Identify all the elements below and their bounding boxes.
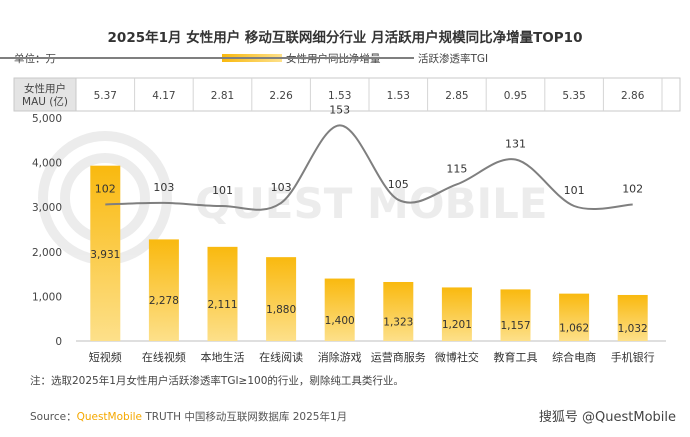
mau-row: 女性用户 MAU (亿) 5.37 4.17 2.81 2.26 1.53 1.53 2.8…	[13, 77, 681, 112]
x-tick-label: 综合电商	[552, 350, 596, 364]
x-tick-label: 手机银行	[611, 350, 655, 364]
tgi-series: 102 103 101 103 153 105 115 131 101 102	[95, 103, 643, 211]
bar	[559, 293, 590, 341]
bar	[500, 289, 531, 341]
mau-header-cell	[13, 77, 77, 112]
tgi-value-label: 131	[505, 138, 526, 151]
y-tick-label: 0	[55, 336, 62, 348]
bar-value-label: 2,111	[207, 299, 237, 311]
bar-value-label: 1,880	[266, 304, 296, 316]
source-line: Source：QuestMobile TRUTH 中国移动互联网数据库 2025…	[30, 410, 347, 423]
bar-value-label: 3,931	[90, 249, 120, 261]
tgi-value-label: 101	[564, 184, 585, 197]
bar	[90, 165, 121, 341]
x-tick-label: 消除游戏	[318, 350, 362, 364]
mau-header-line2: MAU (亿)	[22, 95, 68, 108]
mau-cell-value: 2.85	[445, 90, 468, 102]
x-axis: 短视频 在线视频 本地生活 在线阅读 消除游戏 运营商服务 微博社交 教育工具 综合电商 手机银行	[89, 350, 655, 364]
x-tick-label: 在线视频	[142, 350, 186, 364]
bar	[207, 246, 238, 341]
x-tick-label: 短视频	[89, 350, 122, 364]
tgi-value-label: 102	[622, 182, 643, 195]
y-tick-label: 1,000	[32, 291, 62, 303]
legend: 女性用户同比净增量 活跃渗透率TGI	[0, 52, 488, 65]
mau-header-line1: 女性用户	[24, 82, 66, 95]
source-prefix: Source：	[30, 411, 77, 423]
mau-cell-value: 4.17	[152, 90, 175, 102]
x-tick-label: 运营商服务	[371, 350, 426, 364]
bar	[383, 281, 414, 341]
bar-value-label: 1,323	[383, 316, 413, 328]
y-tick-label: 4,000	[32, 158, 62, 170]
tgi-value-label: 103	[271, 181, 292, 194]
bar	[441, 287, 472, 341]
x-tick-label: 教育工具	[494, 350, 538, 364]
corner-watermark: 搜狐号 @QuestMobile	[539, 410, 676, 425]
chart-title: 2025年1月 女性用户 移动互联网细分行业 月活跃用户规模同比净增量TOP10	[108, 29, 583, 46]
tgi-value-label: 115	[446, 162, 467, 175]
bars: 3,931 2,278 2,111 1,880 1,400 1,323 1,201 1,157…	[90, 165, 648, 341]
tgi-value-label: 105	[388, 178, 409, 191]
bar-value-label: 1,032	[618, 323, 648, 335]
mau-cell-value: 0.95	[504, 90, 527, 102]
tgi-value-label: 102	[95, 182, 116, 195]
bar	[324, 278, 355, 341]
mau-cell-value: 1.53	[328, 90, 351, 102]
y-tick-label: 5,000	[32, 113, 62, 125]
bar-value-label: 2,278	[149, 295, 179, 307]
mau-cell-value: 5.37	[94, 90, 117, 102]
bar-value-label: 1,062	[559, 322, 589, 334]
source-rest: TRUTH 中国移动互联网数据库 2025年1月	[142, 410, 347, 423]
mau-cell-value: 1.53	[387, 90, 410, 102]
mau-cell-value: 2.26	[269, 90, 293, 102]
tgi-value-label: 103	[153, 181, 174, 194]
chart-note: 注：选取2025年1月女性用户活跃渗透率TGI≥100的行业，剔除纯工具类行业。	[30, 374, 404, 387]
bar-value-label: 1,400	[325, 315, 355, 327]
mau-cell-value: 2.81	[211, 90, 234, 102]
x-tick-label: 微博社交	[435, 350, 479, 364]
tgi-line	[105, 124, 633, 211]
x-tick-label: 在线阅读	[259, 350, 303, 364]
legend-line-label: 活跃渗透率TGI	[418, 52, 488, 65]
y-tick-label: 2,000	[32, 247, 62, 259]
bar-value-label: 1,157	[500, 320, 530, 332]
tgi-value-label: 153	[329, 103, 350, 116]
bar	[617, 294, 648, 341]
watermark-brand: QUEST MOBILE	[195, 179, 548, 228]
y-tick-label: 3,000	[32, 202, 62, 214]
x-tick-label: 本地生活	[201, 350, 245, 364]
mau-cell-value: 5.35	[562, 90, 585, 102]
source-brand: QuestMobile	[77, 411, 142, 423]
tgi-value-label: 101	[212, 184, 233, 197]
mau-cell-value: 2.86	[621, 90, 645, 102]
bar-value-label: 1,201	[442, 319, 472, 331]
bar	[148, 239, 179, 341]
bar	[266, 257, 297, 341]
